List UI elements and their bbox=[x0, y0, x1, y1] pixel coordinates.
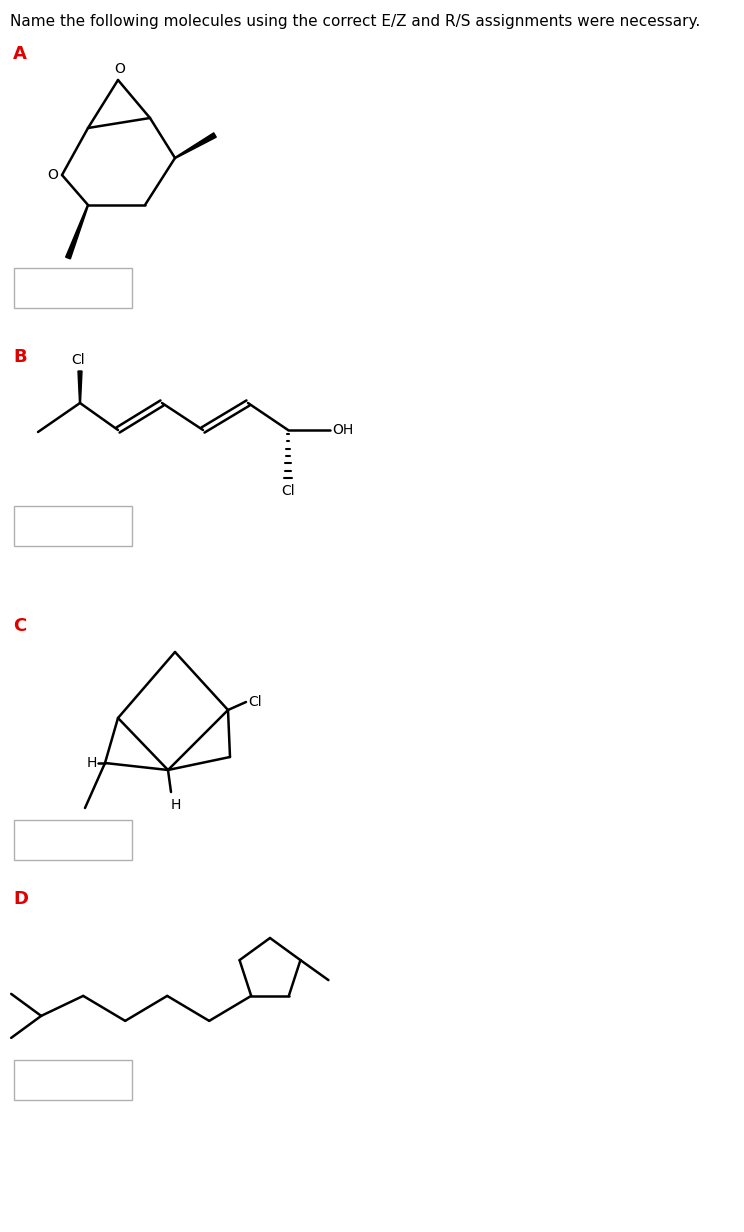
Text: Name the following molecules using the correct E/Z and R/S assignments were nece: Name the following molecules using the c… bbox=[10, 14, 700, 30]
FancyBboxPatch shape bbox=[14, 506, 132, 546]
FancyBboxPatch shape bbox=[14, 269, 132, 308]
FancyBboxPatch shape bbox=[14, 821, 132, 860]
Text: A: A bbox=[13, 46, 27, 63]
Text: B: B bbox=[13, 347, 27, 366]
Text: C: C bbox=[13, 617, 26, 634]
Polygon shape bbox=[78, 371, 82, 403]
Text: Cl: Cl bbox=[281, 484, 295, 498]
Text: H: H bbox=[171, 798, 182, 812]
Text: D: D bbox=[13, 890, 28, 908]
Text: O: O bbox=[47, 168, 58, 182]
Text: Cl: Cl bbox=[71, 354, 85, 367]
Text: O: O bbox=[115, 62, 126, 76]
Text: OH: OH bbox=[332, 423, 353, 437]
Polygon shape bbox=[65, 205, 89, 259]
FancyBboxPatch shape bbox=[14, 1060, 132, 1100]
Text: H: H bbox=[86, 756, 97, 770]
Text: Cl: Cl bbox=[248, 695, 262, 708]
Polygon shape bbox=[175, 133, 217, 159]
